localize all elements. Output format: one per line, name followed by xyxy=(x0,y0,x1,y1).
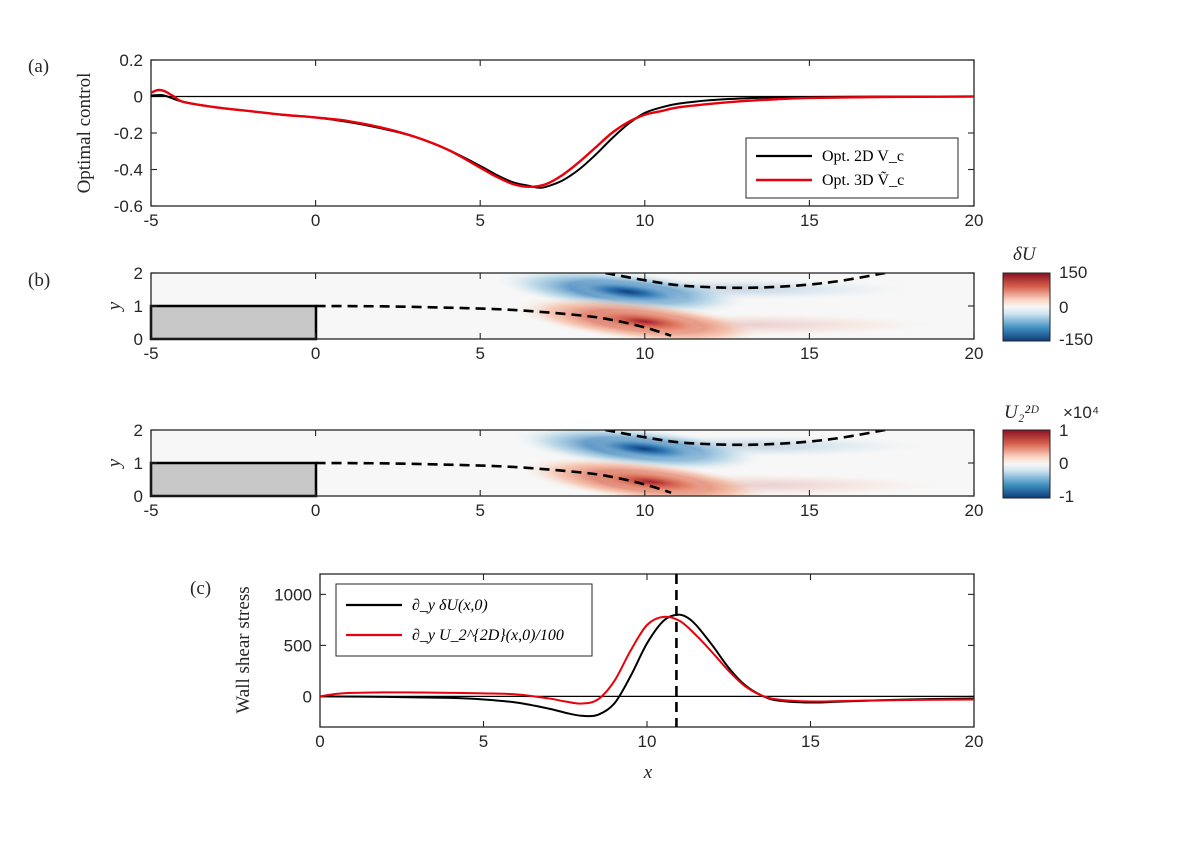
panel-b-top-xtick-label: -5 xyxy=(143,344,158,363)
panel-a-ytick-label: -0.4 xyxy=(114,161,143,180)
panel-c-ytick-label: 1000 xyxy=(274,585,312,604)
colorbar-bottom-title: U₂²ᴰ xyxy=(1004,402,1039,423)
panel-b-bottom-dashed-streamline xyxy=(605,430,886,447)
panel-a-xtick-label: 10 xyxy=(635,211,654,230)
panel-a-ytick-label: -0.6 xyxy=(114,197,143,216)
panel-b-bottom-ytick-label: 0 xyxy=(134,487,143,506)
colorbar-top-tick-min: -150 xyxy=(1059,330,1093,349)
panel-b-top-structure-core xyxy=(569,280,688,304)
panel-b-top-ylabel: y xyxy=(104,301,125,312)
panel-b-bottom-structures xyxy=(510,430,948,496)
panel-b-bottom-xtick-label: -5 xyxy=(143,501,158,520)
colorbar-top-tick-zero: 0 xyxy=(1059,298,1068,317)
panel-a-ytick-label: -0.2 xyxy=(114,124,143,143)
colorbar-top-title: δU xyxy=(1013,244,1037,265)
panel-b-top-xtick-label: 20 xyxy=(965,344,984,363)
colorbar-bottom-exponent: ×10⁴ xyxy=(1063,403,1099,422)
panel-a-xtick-label: 20 xyxy=(965,211,984,230)
panel-b-top-dashed-streamline xyxy=(605,273,886,290)
colorbar-bottom-tick-max: 1 xyxy=(1059,421,1068,440)
panel-b-top-colorbar: δU 150 0 -150 xyxy=(1002,244,1093,349)
panel-c-xtick-label: 5 xyxy=(479,732,488,751)
legend-label-3d: Opt. 3D Ṽ_c xyxy=(822,170,904,189)
panel-b-bottom-dashed-streamline xyxy=(315,461,672,494)
panel-b-top-dashed-streamline xyxy=(315,304,672,337)
panel-b-bottom-ytick-label: 1 xyxy=(134,454,143,473)
panel-a-legend: Opt. 2D V_c Opt. 3D Ṽ_c xyxy=(745,137,959,199)
panel-c-ytick-label: 0 xyxy=(303,687,312,706)
panel-a-ytick-label: 0.2 xyxy=(119,51,143,70)
panel-c-xtick-label: 0 xyxy=(315,732,324,751)
panel-a-ylabel: Optimal control xyxy=(74,73,95,194)
panel-b-tag: (b) xyxy=(28,270,50,291)
panel-b-top-dashed-lines xyxy=(315,273,886,337)
colorbar-top-tick-max: 150 xyxy=(1059,263,1087,282)
panel-b-top-xtick-label: 10 xyxy=(635,344,654,363)
panel-b-bottom-ylabel: y xyxy=(104,458,125,469)
panel-a-ytick-label: 0 xyxy=(134,88,143,107)
panel-c-xtick-label: 15 xyxy=(801,732,820,751)
panel-b-top-ytick-label: 1 xyxy=(134,297,143,316)
panel-b-bottom-structure-core xyxy=(592,470,711,494)
panel-b-bottom-xtick-label: 5 xyxy=(475,501,484,520)
panel-a-series-3d xyxy=(151,88,974,189)
panel-b-bottom-xtick-label: 15 xyxy=(800,501,819,520)
panel-c-legend: ∂_y δU(x,0) ∂_y U_2^{2D}(x,0)/100 xyxy=(335,583,593,657)
legend-label-2d: Opt. 2D V_c xyxy=(822,148,904,165)
panel-b-top-structures xyxy=(493,273,942,339)
panel-c-ylabel: Wall shear stress xyxy=(233,586,254,713)
panel-b-bottom-xtick-label: 20 xyxy=(965,501,984,520)
panel-b-bottom-step-block xyxy=(149,461,318,498)
panel-a-xtick-label: 0 xyxy=(311,211,320,230)
panel-b-bottom-xtick-label: 0 xyxy=(311,501,320,520)
panel-b-bottom-ytick-label: 2 xyxy=(134,421,143,440)
panel-b-bottom-structure-core xyxy=(585,437,704,461)
panel-b-bottom-colorbar: U₂²ᴰ ×10⁴ 1 0 -1 xyxy=(1002,402,1099,506)
panel-c-series-U2 xyxy=(320,615,974,705)
panel-b-bottom-dashed-lines xyxy=(315,430,886,494)
panel-b-top-ytick-label: 2 xyxy=(134,264,143,283)
panel-c-xlabel: x xyxy=(643,762,653,783)
panel-c-series-dU xyxy=(320,613,974,718)
panel-b-top-step-block xyxy=(149,304,318,341)
panel-a-xtick-label: -5 xyxy=(143,211,158,230)
panel-c-ticks: 0 5 10 15 20 1000 500 0 xyxy=(274,574,983,751)
panel-a-xtick-label: 15 xyxy=(800,211,819,230)
colorbar-bottom-tick-zero: 0 xyxy=(1059,454,1068,473)
panel-c-tag: (c) xyxy=(190,578,211,599)
panel-b-bottom-xtick-label: 10 xyxy=(635,501,654,520)
panel-c-xtick-label: 10 xyxy=(638,732,657,751)
legend-label-U2: ∂_y U_2^{2D}(x,0)/100 xyxy=(412,627,564,644)
panel-c-xtick-label: 20 xyxy=(965,732,984,751)
legend-label-dU: ∂_y δU(x,0) xyxy=(412,597,488,614)
panel-a-tag: (a) xyxy=(28,56,49,77)
colorbar-bottom-tick-min: -1 xyxy=(1059,487,1074,506)
panel-b-top-xtick-label: 15 xyxy=(800,344,819,363)
panel-a-ticks: -5 0 5 10 15 20 0.2 0 -0.2 -0.4 -0.6 xyxy=(114,51,984,230)
panel-a-xtick-label: 5 xyxy=(475,211,484,230)
panel-c-ytick-label: 500 xyxy=(284,636,312,655)
panel-b-top-structure-core xyxy=(585,309,704,334)
panel-b-top-xtick-label: 0 xyxy=(311,344,320,363)
panel-b-top-xtick-label: 5 xyxy=(475,344,484,363)
panel-b-top-ytick-label: 0 xyxy=(134,330,143,349)
